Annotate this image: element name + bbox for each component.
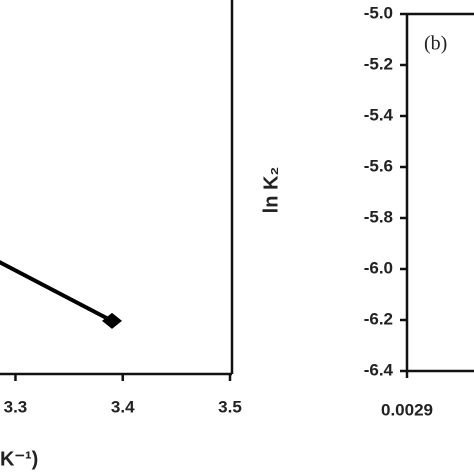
y-tick-label: -5.8: [364, 207, 393, 226]
x-tick-label: 3.4: [111, 397, 135, 416]
x-tick-label: 3.3: [4, 397, 28, 416]
y-tick-label: -5.6: [364, 156, 393, 175]
right-y-label: ln K₂: [260, 167, 282, 214]
y-tick-label: -6.4: [364, 360, 394, 379]
y-tick-label: -5.4: [364, 105, 394, 124]
y-tick-label: -5.2: [364, 54, 393, 73]
y-tick-label: -6.2: [364, 309, 393, 328]
left-x-label: K⁻¹): [0, 448, 38, 470]
y-tick-label: -5.0: [364, 3, 393, 22]
x-tick-label: 0.0029: [381, 400, 433, 419]
x-tick-label: 3.5: [218, 397, 242, 416]
annotation: (b): [424, 33, 447, 55]
marker: [102, 312, 122, 329]
y-tick-label: -6.0: [364, 258, 393, 277]
line: [0, 260, 113, 323]
